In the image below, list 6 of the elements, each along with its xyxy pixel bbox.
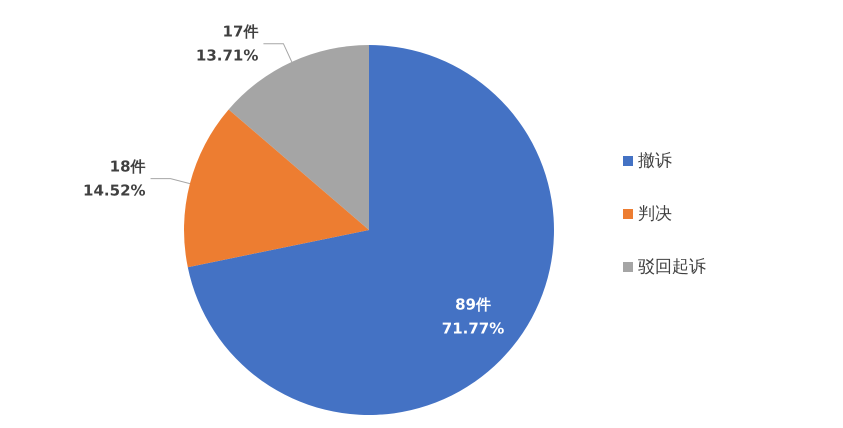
legend-label: 撤诉 (638, 151, 672, 171)
data-label: 89件 71.77% (442, 295, 504, 338)
legend-label: 判决 (638, 204, 672, 224)
legend-label: 驳回起诉 (638, 257, 706, 277)
data-label: 17件 13.71% (196, 22, 258, 65)
data-label: 18件 14.52% (83, 158, 146, 200)
